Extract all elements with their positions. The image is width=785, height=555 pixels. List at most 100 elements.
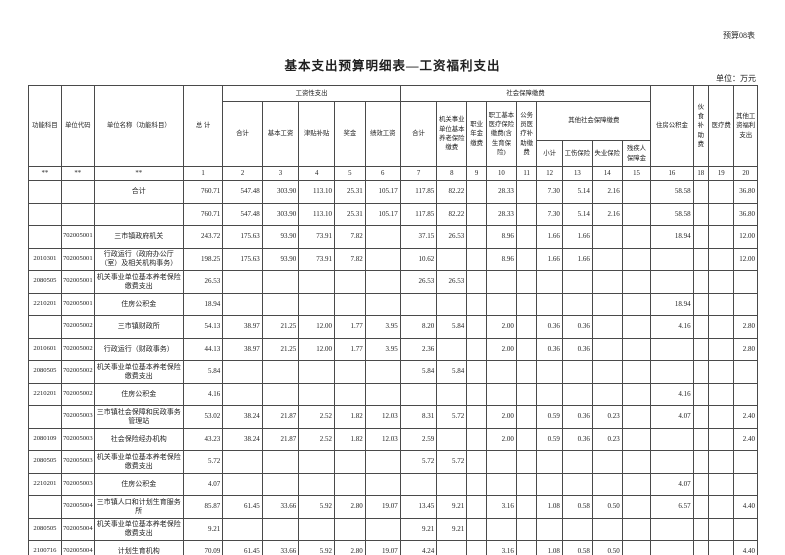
col-number: **	[60, 166, 95, 181]
value-cell	[298, 450, 336, 474]
value-cell	[621, 180, 652, 204]
value-cell	[692, 495, 709, 519]
value-cell: 2.59	[399, 427, 438, 451]
value-cell	[707, 405, 735, 429]
col-header-social-total: 合计	[399, 101, 438, 167]
unit-note: 单位：万元	[716, 74, 756, 83]
value-cell	[650, 337, 694, 361]
value-cell	[436, 292, 468, 316]
value-cell	[515, 450, 538, 474]
code-cell: 2100716	[28, 540, 62, 555]
code-cell: 702005002	[60, 337, 95, 361]
value-cell	[485, 517, 517, 541]
table-row: 2080505 702005003 机关事业单位基本养老保险缴费支出 5.72 5.72…	[28, 450, 758, 474]
value-cell	[485, 382, 517, 406]
value-cell: 0.23	[591, 405, 623, 429]
value-cell: 4.24	[399, 540, 438, 555]
value-cell	[621, 247, 652, 271]
value-cell: 3.16	[485, 540, 517, 555]
value-cell: 2.16	[591, 202, 623, 226]
value-cell: 3.16	[485, 495, 517, 519]
value-cell: 0.50	[591, 540, 623, 555]
code-cell	[28, 225, 62, 249]
value-cell: 8.96	[485, 225, 517, 249]
value-cell	[536, 382, 563, 406]
value-cell: 760.71	[182, 180, 224, 204]
value-cell: 117.85	[399, 180, 438, 204]
table-body: 合计 760.71 547.48 303.90 113.10 25.31 105.17 117…	[28, 180, 758, 555]
value-cell	[485, 270, 517, 294]
value-cell: 38.24	[222, 427, 263, 451]
value-cell: 2.00	[485, 427, 517, 451]
col-header-medical-insurance: 职工基本医疗保险缴费(含生育保险)	[485, 101, 517, 167]
value-cell: 18.94	[650, 292, 694, 316]
value-cell	[707, 270, 735, 294]
code-cell	[28, 495, 62, 519]
value-cell	[650, 450, 694, 474]
col-group-social-security: 社会保障缴费	[399, 85, 652, 102]
value-cell: 58.58	[650, 202, 694, 226]
value-cell	[692, 472, 709, 496]
value-cell	[399, 292, 438, 316]
value-cell	[591, 382, 623, 406]
value-cell	[436, 472, 468, 496]
unit-name-cell: 三市镇政府机关	[93, 225, 184, 249]
code-cell: 2080505	[28, 450, 62, 474]
col-header-annuity: 职业年金缴费	[466, 101, 487, 167]
value-cell	[334, 292, 366, 316]
value-cell: 5.92	[298, 495, 336, 519]
value-cell	[591, 450, 623, 474]
value-cell: 70.09	[182, 540, 224, 555]
code-cell: 2080505	[28, 517, 62, 541]
value-cell	[466, 180, 487, 204]
value-cell	[733, 382, 758, 406]
value-cell	[707, 315, 735, 339]
value-cell	[707, 292, 735, 316]
unit-name-cell: 三市镇社会保障和民政事务管理站	[93, 405, 184, 429]
value-cell: 2.00	[485, 337, 517, 361]
value-cell: 18.94	[182, 292, 224, 316]
value-cell: 26.53	[182, 270, 224, 294]
value-cell	[692, 202, 709, 226]
value-cell	[261, 360, 300, 384]
value-cell: 21.87	[261, 405, 300, 429]
value-cell	[650, 540, 694, 555]
value-cell: 26.53	[399, 270, 438, 294]
value-cell	[591, 270, 623, 294]
value-cell: 2.40	[733, 405, 758, 429]
value-cell	[298, 517, 336, 541]
value-cell	[515, 472, 538, 496]
value-cell: 5.92	[298, 540, 336, 555]
value-cell	[466, 450, 487, 474]
table-row: 2080505 702005004 机关事业单位基本养老保险缴费支出 9.21 9.21…	[28, 517, 758, 541]
value-cell: 12.03	[364, 405, 401, 429]
value-cell	[364, 247, 401, 271]
value-cell: 38.24	[222, 405, 263, 429]
code-cell	[60, 202, 95, 226]
value-cell	[466, 247, 487, 271]
value-cell	[692, 540, 709, 555]
page-title: 基本支出预算明细表—工资福利支出	[284, 59, 501, 73]
code-cell: 2080505	[28, 270, 62, 294]
value-cell: 0.36	[536, 315, 563, 339]
value-cell: 0.36	[561, 405, 593, 429]
col-number: 9	[466, 166, 487, 181]
value-cell	[334, 360, 366, 384]
value-cell	[707, 225, 735, 249]
unit-name-cell: 计划生育机构	[93, 540, 184, 555]
value-cell: 7.30	[536, 180, 563, 204]
value-cell	[536, 270, 563, 294]
code-cell	[28, 202, 62, 226]
value-cell	[707, 247, 735, 271]
value-cell	[707, 427, 735, 451]
value-cell	[466, 427, 487, 451]
value-cell: 82.22	[436, 180, 468, 204]
value-cell: 8.31	[399, 405, 438, 429]
value-cell	[621, 202, 652, 226]
table-row: 2210201 702005002 住房公积金 4.16 4.16	[28, 382, 758, 406]
value-cell: 5.84	[436, 315, 468, 339]
value-cell: 5.72	[436, 405, 468, 429]
value-cell: 105.17	[364, 202, 401, 226]
value-cell: 7.82	[334, 247, 366, 271]
